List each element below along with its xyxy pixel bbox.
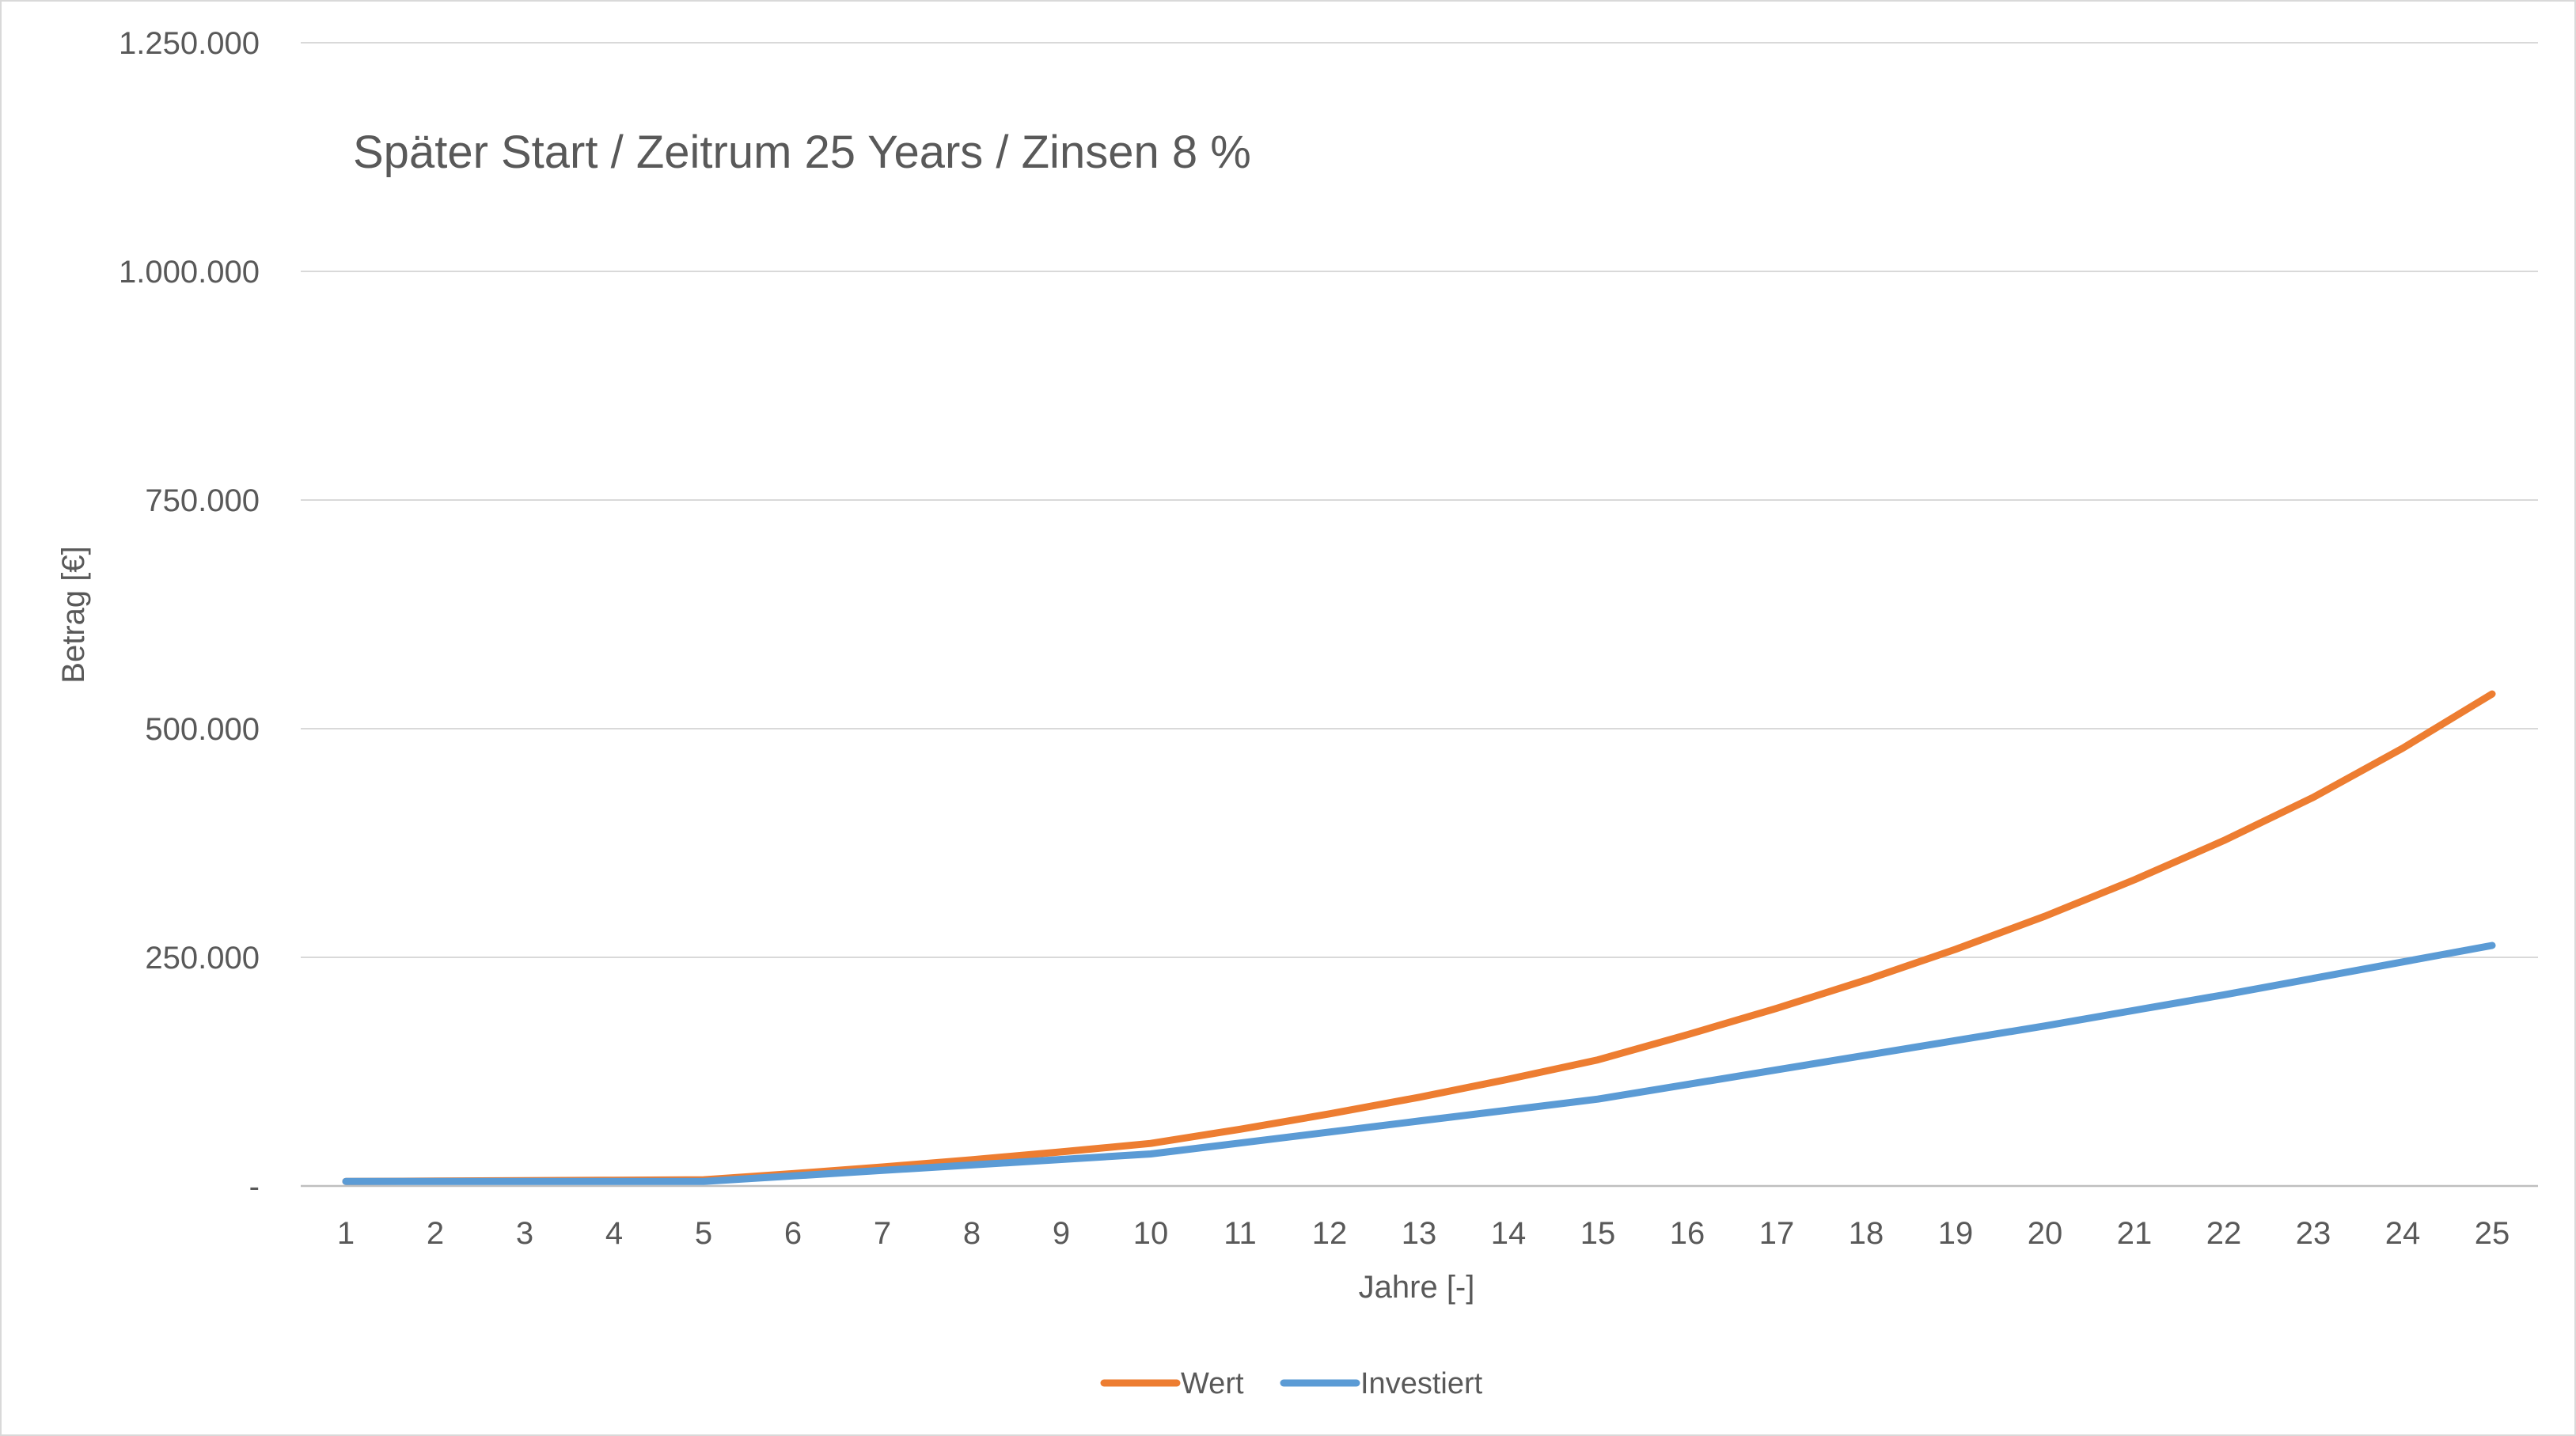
legend-label-investiert: Investiert: [1360, 1367, 1483, 1400]
x-tick-label: 15: [1580, 1216, 1616, 1251]
x-tick-label: 5: [695, 1216, 712, 1251]
x-tick-label: 17: [1759, 1216, 1795, 1251]
x-tick-label: 24: [2385, 1216, 2421, 1251]
x-tick-label: 6: [784, 1216, 802, 1251]
x-axis-title: Jahre [-]: [1359, 1270, 1475, 1305]
y-tick-label: 750.000: [145, 483, 260, 518]
x-tick-label: 10: [1133, 1216, 1169, 1251]
y-tick-label: 500.000: [145, 712, 260, 747]
gridlines: [301, 42, 2538, 1188]
y-tick-label: 250.000: [145, 941, 260, 976]
x-tick-label: 25: [2475, 1216, 2510, 1251]
x-tick-label: 7: [874, 1216, 891, 1251]
x-tick-label: 8: [963, 1216, 981, 1251]
x-tick-label: 13: [1402, 1216, 1437, 1251]
x-tick-label: 2: [427, 1216, 444, 1251]
x-tick-label: 16: [1670, 1216, 1705, 1251]
x-tick-label: 18: [1849, 1216, 1884, 1251]
x-tick-label: 14: [1491, 1216, 1527, 1251]
x-tick-label: 3: [516, 1216, 533, 1251]
x-tick-label: 19: [1938, 1216, 1974, 1251]
x-tick-label: 11: [1224, 1216, 1257, 1251]
chart-title: Später Start / Zeitrum 25 Years / Zinsen…: [353, 127, 1251, 178]
y-tick-label: 1.000.000: [119, 255, 260, 290]
y-tick-label: -: [249, 1169, 260, 1204]
x-tick-label: 22: [2206, 1216, 2242, 1251]
y-tick-label: 1.250.000: [119, 26, 260, 61]
x-tick-label: 1: [337, 1216, 355, 1251]
legend: Wert Investiert: [1100, 1367, 1483, 1400]
x-tick-label: 23: [2296, 1216, 2331, 1251]
series-line-investiert: [342, 942, 2496, 1185]
x-tick-label: 21: [2117, 1216, 2153, 1251]
x-axis-tick-labels: 1 2 3 4 5 6 7 8 9 10 11 12 13 14 15 16 17 18 19 20 21 22 23 24 2…: [337, 1216, 2510, 1251]
x-tick-label: 9: [1053, 1216, 1070, 1251]
x-tick-label: 12: [1312, 1216, 1348, 1251]
y-axis-tick-labels: - 250.000 500.000 750.000 1.000.000 1.250.000: [119, 26, 260, 1204]
legend-label-wert: Wert: [1181, 1367, 1244, 1400]
series-line-wert: [342, 690, 2496, 1185]
x-tick-label: 4: [605, 1216, 623, 1251]
series-lines: [342, 690, 2496, 1185]
y-axis-title: Betrag [€]: [56, 546, 91, 683]
x-tick-label: 20: [2028, 1216, 2063, 1251]
